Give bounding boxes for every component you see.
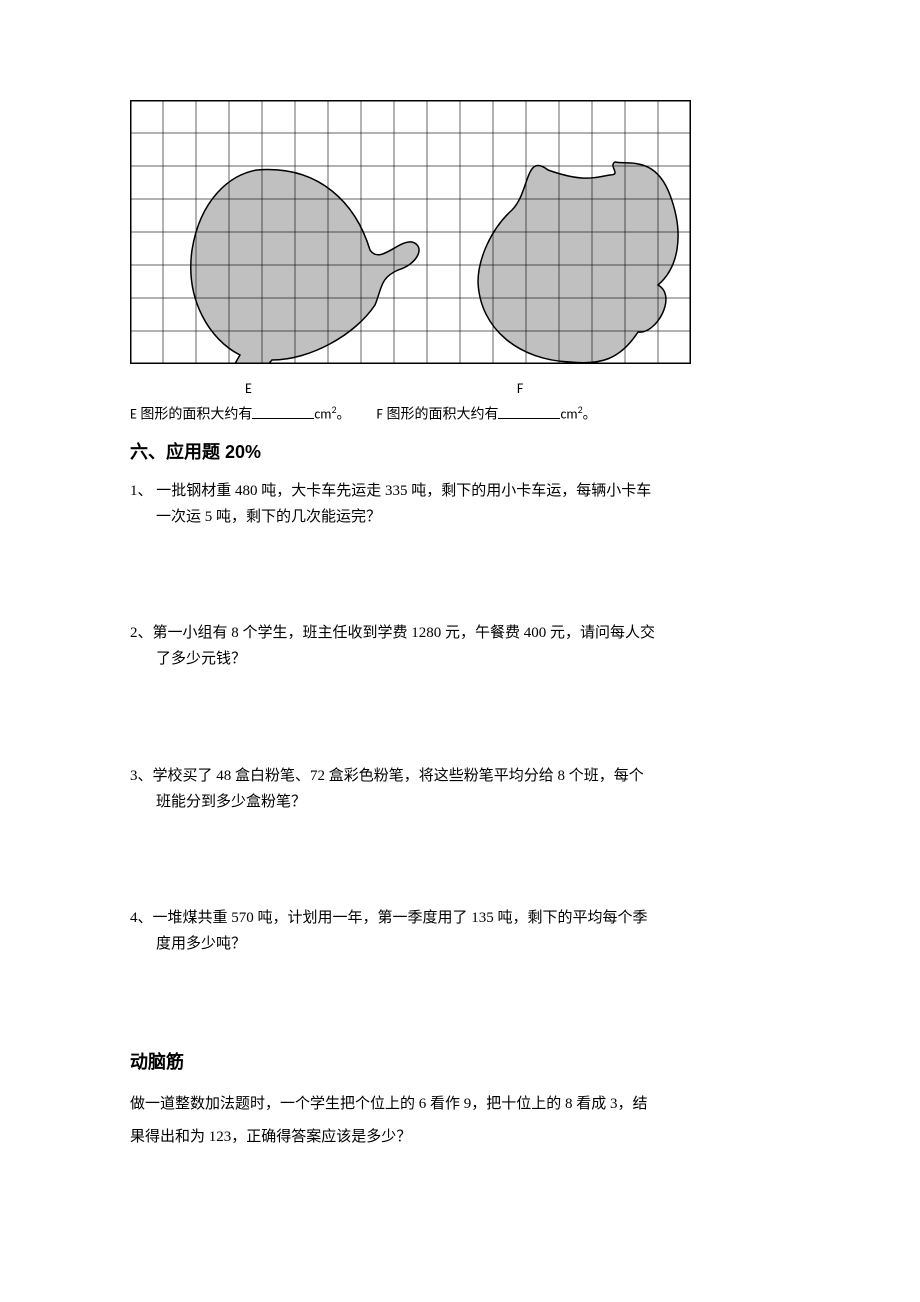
problem-4-line1: 4、一堆煤共重 570 吨，计划用一年，第一季度用了 135 吨，剩下的平均每个… [130,905,790,931]
problem-3-line1: 3、学校买了 48 盒白粉笔、72 盒彩色粉笔，将这些粉笔平均分给 8 个班，每… [130,763,790,789]
problem-2-line1: 2、第一小组有 8 个学生，班主任收到学费 1280 元，午餐费 400 元，请… [130,620,790,646]
e-unit-cm: cm [314,406,331,423]
problem-3-number: 3、 [130,768,153,784]
shape-f-letter: F [517,380,523,397]
problem-3: 3、学校买了 48 盒白粉笔、72 盒彩色粉笔，将这些粉笔平均分给 8 个班，每… [130,763,790,816]
grid-svg [130,100,691,364]
f-area-blank[interactable] [498,404,560,419]
shape-e-letter: E [245,380,252,397]
e-area-text: 图形的面积大约有 [140,408,252,423]
problem-1-number: 1、 [130,483,153,499]
problem-3-line2: 班能分到多少盒粉笔？ [130,789,790,815]
e-period: 。 [337,408,351,423]
shape-e-area-prompt: E 图形的面积大约有cm2。 [130,403,351,424]
problem-4-number: 4、 [130,910,153,926]
problem-2-line2: 了多少元钱？ [130,646,790,672]
section-6-title: 六、应用题 20% [130,438,790,464]
shape-label-row: E F [130,380,790,397]
f-prefix-letter: F [377,406,383,423]
problem-1: 1、 一批钢材重 480 吨，大卡车先运走 335 吨，剩下的用小卡车运，每辆小… [130,478,790,531]
problem-1-text1: 一批钢材重 480 吨，大卡车先运走 335 吨，剩下的用小卡车运，每辆小卡车 [153,483,652,499]
f-unit-cm: cm [560,406,577,423]
f-period: 。 [583,408,597,423]
e-prefix-letter: E [130,406,137,423]
problem-2-number: 2、 [130,625,153,641]
brain-teaser-body: 做一道整数加法题时，一个学生把个位上的 6 看作 9，把十位上的 8 看成 3，… [130,1088,790,1154]
area-estimation-figure [130,100,790,364]
brain-teaser-heading: 动脑筋 [130,1048,790,1074]
brain-line-2: 果得出和为 123，正确得答案应该是多少？ [130,1121,790,1154]
area-fill-in-row: E 图形的面积大约有cm2。 F 图形的面积大约有cm2。 [130,403,790,424]
e-area-blank[interactable] [252,404,314,419]
shape-f-area-prompt: F 图形的面积大约有cm2。 [377,403,597,424]
problem-3-text1: 学校买了 48 盒白粉笔、72 盒彩色粉笔，将这些粉笔平均分给 8 个班，每个 [153,768,644,784]
problem-2-text1: 第一小组有 8 个学生，班主任收到学费 1280 元，午餐费 400 元，请问每… [153,625,656,641]
problem-4-text1: 一堆煤共重 570 吨，计划用一年，第一季度用了 135 吨，剩下的平均每个季 [153,910,648,926]
problem-4: 4、一堆煤共重 570 吨，计划用一年，第一季度用了 135 吨，剩下的平均每个… [130,905,790,958]
problem-4-line2: 度用多少吨？ [130,931,790,957]
brain-line-1: 做一道整数加法题时，一个学生把个位上的 6 看作 9，把十位上的 8 看成 3，… [130,1088,790,1121]
worksheet-page: E F E 图形的面积大约有cm2。 F 图形的面积大约有cm2。 六、应用题 … [0,0,920,1234]
problem-1-line2: 一次运 5 吨，剩下的几次能运完？ [130,504,790,530]
problems-container: 1、 一批钢材重 480 吨，大卡车先运走 335 吨，剩下的用小卡车运，每辆小… [130,478,790,958]
problem-2: 2、第一小组有 8 个学生，班主任收到学费 1280 元，午餐费 400 元，请… [130,620,790,673]
problem-1-line1: 1、 一批钢材重 480 吨，大卡车先运走 335 吨，剩下的用小卡车运，每辆小… [130,478,790,504]
f-area-text: 图形的面积大约有 [386,408,498,423]
